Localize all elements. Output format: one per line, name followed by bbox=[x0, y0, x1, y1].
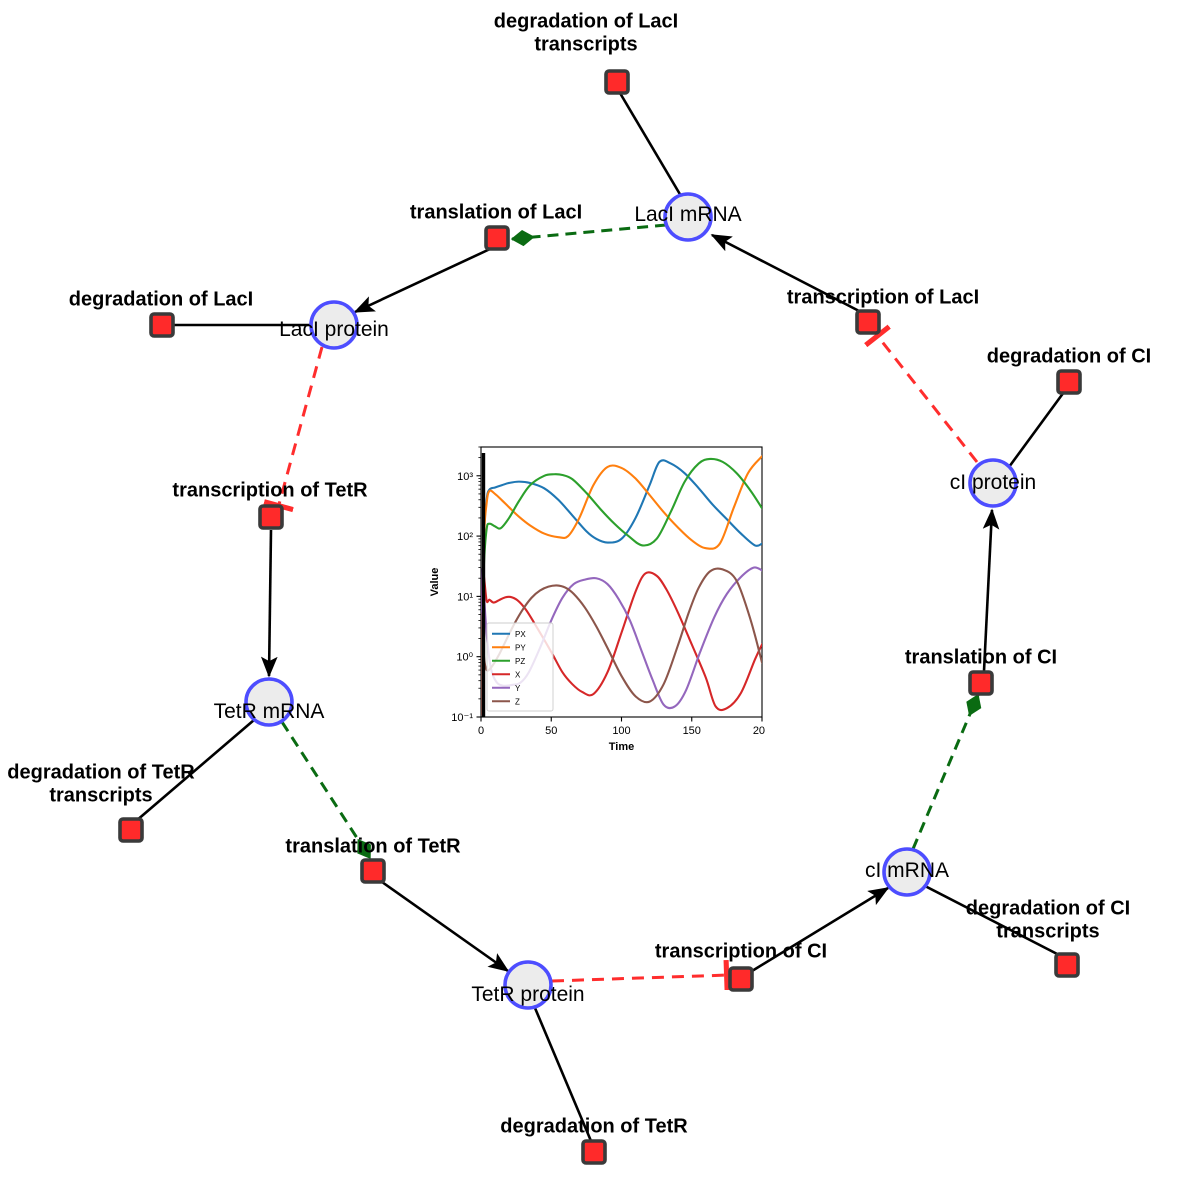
species-node-laci_mrna[interactable] bbox=[663, 192, 713, 242]
y-tick-label: 10³ bbox=[457, 471, 473, 483]
series-line-PY bbox=[481, 455, 762, 672]
y-tick-label: 10⁻¹ bbox=[451, 712, 473, 724]
x-tick-label: 200 bbox=[753, 725, 765, 737]
edge-catalysis bbox=[911, 693, 982, 850]
reaction-node-translation_laci[interactable] bbox=[484, 225, 510, 251]
reaction-label-deg_ci: degradation of CI bbox=[986, 345, 1152, 368]
reaction-node-deg_tetr_transcripts[interactable] bbox=[118, 817, 144, 843]
edge-product bbox=[353, 247, 491, 314]
y-tick-label: 10¹ bbox=[457, 591, 473, 603]
reaction-label-transcription_ci: transcription of CI bbox=[654, 940, 828, 963]
reaction-node-deg_ci[interactable] bbox=[1056, 369, 1082, 395]
series-line-X bbox=[481, 567, 762, 714]
x-tick-label: 50 bbox=[545, 725, 557, 737]
reaction-node-transcription_ci[interactable] bbox=[728, 966, 754, 992]
species-node-tetr_mrna[interactable] bbox=[244, 677, 294, 727]
species-node-tetr_protein[interactable] bbox=[503, 960, 553, 1010]
edge-substrate bbox=[618, 92, 683, 197]
y-tick-label: 10² bbox=[457, 531, 473, 543]
reaction-node-deg_tetr[interactable] bbox=[581, 1139, 607, 1165]
edge-catalysis bbox=[280, 721, 372, 860]
reaction-label-deg_laci: degradation of LacI bbox=[68, 288, 254, 311]
reaction-node-transcription_laci[interactable] bbox=[855, 309, 881, 335]
x-tick-label: 150 bbox=[683, 725, 701, 737]
edge-substrate bbox=[135, 719, 255, 822]
x-tick-label: 100 bbox=[612, 725, 630, 737]
timecourse-chart: 10⁻¹ 10⁰ 10¹ 10² 10³ 0 50 100 150 200 Time Value PX P… bbox=[429, 446, 765, 753]
reaction-node-deg_ci_transcripts[interactable] bbox=[1054, 952, 1080, 978]
reaction-node-deg_laci[interactable] bbox=[149, 312, 175, 338]
edge-product bbox=[751, 886, 890, 973]
reaction-label-translation_tetr: translation of TetR bbox=[285, 835, 461, 858]
y-tick-label: 10⁰ bbox=[456, 652, 473, 664]
edge-inhibition bbox=[263, 346, 324, 513]
series-line-PZ bbox=[481, 457, 762, 672]
reaction-label-translation_laci: translation of LacI bbox=[409, 201, 583, 224]
reaction-node-transcription_tetr[interactable] bbox=[258, 504, 284, 530]
reaction-label-transcription_tetr: transcription of TetR bbox=[172, 479, 368, 502]
edge-product bbox=[260, 529, 278, 678]
edge-substrate bbox=[533, 1007, 593, 1142]
reaction-label-deg_tetr: degradation of TetR bbox=[500, 1115, 688, 1138]
legend-label-PZ: PZ bbox=[515, 657, 525, 666]
reaction-label-transcription_laci: transcription of LacI bbox=[786, 286, 980, 309]
legend-label-Z: Z bbox=[515, 697, 520, 706]
reaction-label-deg_tetr_transcripts: degradation of TetR transcripts bbox=[7, 761, 195, 806]
edge-inhibition bbox=[551, 960, 730, 991]
legend-label-PY: PY bbox=[515, 643, 526, 652]
edge-inhibition bbox=[864, 324, 979, 463]
chart-legend bbox=[486, 622, 554, 712]
reaction-node-translation_ci[interactable] bbox=[968, 670, 994, 696]
timecourse-inset-plot: 10⁻¹ 10⁰ 10¹ 10² 10³ 0 50 100 150 200 Time Value PX P… bbox=[421, 434, 765, 754]
reaction-label-deg_laci_transcripts: degradation of LacI transcripts bbox=[493, 10, 679, 55]
reaction-node-translation_tetr[interactable] bbox=[360, 858, 386, 884]
x-tick-label: 0 bbox=[478, 725, 484, 737]
legend-label-X: X bbox=[515, 670, 521, 679]
edge-substrate bbox=[924, 884, 1064, 959]
edge-layer bbox=[135, 92, 1066, 1142]
y-axis-label: Value bbox=[429, 568, 441, 597]
edge-catalysis bbox=[510, 223, 667, 247]
legend-label-Y: Y bbox=[515, 684, 521, 693]
legend-label-PX: PX bbox=[515, 630, 526, 639]
edge-product bbox=[381, 880, 510, 973]
reaction-label-deg_ci_transcripts: degradation of CI transcripts bbox=[965, 897, 1131, 942]
edge-product bbox=[982, 508, 1000, 672]
reaction-node-deg_laci_transcripts[interactable] bbox=[604, 69, 630, 95]
reaction-label-translation_ci: translation of CI bbox=[904, 646, 1058, 669]
x-axis-label: Time bbox=[609, 741, 634, 753]
node-layer bbox=[118, 69, 1082, 1165]
series-line-PX bbox=[481, 459, 762, 672]
species-node-ci_mrna[interactable] bbox=[882, 847, 932, 897]
edge-product bbox=[710, 233, 862, 314]
edge-substrate bbox=[1007, 391, 1066, 468]
species-node-laci_protein[interactable] bbox=[309, 300, 359, 350]
species-node-ci_protein[interactable] bbox=[968, 458, 1018, 508]
